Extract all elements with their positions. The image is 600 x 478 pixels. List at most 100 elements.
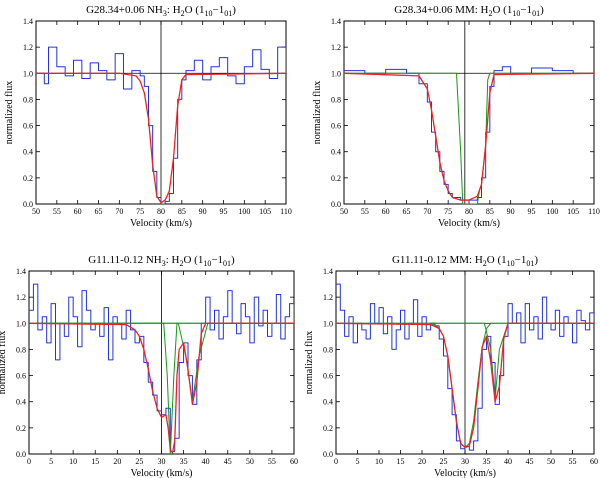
data-series: [36, 46, 286, 204]
x-tick-label: 60: [590, 457, 598, 466]
y-tick-label: 1.2: [16, 293, 26, 302]
plot-area: [29, 271, 294, 454]
x-tick-label: 60: [382, 207, 390, 216]
x-tick-label: 105: [259, 207, 271, 216]
x-tick-label: 25: [440, 457, 448, 466]
x-tick-label: 50: [340, 207, 348, 216]
y-tick-label: 0.6: [323, 372, 333, 381]
x-tick-label: 40: [202, 457, 210, 466]
panel-title: G28.34+0.06 MM: H2O (110−101): [394, 4, 544, 18]
y-tick-label: 0.8: [23, 95, 33, 104]
plot-area: [36, 21, 286, 204]
x-tick-label: 105: [567, 207, 579, 216]
plot-frame: [343, 20, 595, 205]
x-tick-label: 90: [199, 207, 207, 216]
y-tick-label: 0.2: [16, 424, 26, 433]
y-tick-label: 0.0: [331, 200, 341, 209]
y-tick-label: 1.0: [331, 69, 341, 78]
y-tick-label: 1.2: [323, 293, 333, 302]
y-tick-label: 1.0: [323, 319, 333, 328]
x-tick-label: 70: [423, 207, 431, 216]
x-tick-label: 45: [526, 457, 534, 466]
x-tick-label: 10: [375, 457, 383, 466]
x-tick-label: 30: [461, 457, 469, 466]
y-tick-label: 0.8: [331, 95, 341, 104]
x-tick-label: 85: [178, 207, 186, 216]
x-tick-label: 35: [483, 457, 491, 466]
x-tick-label: 95: [528, 207, 536, 216]
panel-title: G28.34+0.06 NH3: H2O (110−101): [86, 4, 236, 18]
y-tick-label: 0.6: [331, 122, 341, 131]
y-tick-label: 1.4: [23, 17, 33, 26]
x-tick-label: 95: [220, 207, 228, 216]
y-tick-label: 1.0: [16, 319, 26, 328]
y-axis-label: normalized flux: [0, 331, 8, 395]
x-tick-label: 55: [268, 457, 276, 466]
y-tick-label: 0.4: [331, 148, 341, 157]
x-tick-label: 100: [238, 207, 250, 216]
x-tick-label: 70: [115, 207, 123, 216]
x-tick-label: 50: [246, 457, 254, 466]
x-tick-label: 110: [280, 207, 292, 216]
x-tick-label: 60: [290, 457, 298, 466]
y-tick-label: 1.4: [331, 17, 341, 26]
x-tick-label: 20: [113, 457, 121, 466]
y-tick-label: 0.2: [331, 174, 341, 183]
x-tick-label: 100: [546, 207, 558, 216]
panel-title: G11.11-0.12 NH3: H2O (110−101): [88, 254, 235, 268]
data-series: [336, 283, 594, 451]
x-tick-label: 15: [397, 457, 405, 466]
x-tick-label: 80: [157, 207, 165, 216]
x-tick-label: 85: [486, 207, 494, 216]
x-tick-label: 40: [504, 457, 512, 466]
y-tick-label: 1.2: [331, 43, 341, 52]
x-tick-label: 60: [74, 207, 82, 216]
x-axis-label: Velocity (km/s): [438, 218, 500, 229]
x-tick-label: 5: [49, 457, 53, 466]
y-tick-label: 0.0: [323, 450, 333, 459]
spectrum-panel-1: 50 55 60 65 70 75 80 85 90 95 100 105 110 0.0 0.2 0.4 0.…: [4, 4, 292, 229]
y-tick-label: 0.4: [323, 398, 333, 407]
x-axis-label: Velocity (km/s): [434, 468, 496, 478]
x-tick-label: 35: [180, 457, 188, 466]
x-tick-label: 55: [569, 457, 577, 466]
x-tick-label: 55: [361, 207, 369, 216]
y-tick-label: 1.4: [16, 267, 26, 276]
spectrum-panel-3: 0 5 10 15 20 25 30 35 40 45 50 55 60 0.0 0.2 0.4 0.6 0.8 1…: [0, 254, 298, 478]
x-tick-label: 30: [158, 457, 166, 466]
x-tick-label: 50: [547, 457, 555, 466]
data-series: [344, 66, 594, 201]
x-tick-label: 90: [507, 207, 515, 216]
fit-series: [336, 322, 594, 449]
data-series: [29, 283, 294, 452]
y-tick-label: 0.0: [23, 200, 33, 209]
x-axis-label: Velocity (km/s): [131, 468, 193, 478]
y-tick-label: 0.2: [23, 174, 33, 183]
x-tick-label: 15: [91, 457, 99, 466]
y-tick-label: 0.4: [23, 148, 33, 157]
fit-series: [36, 72, 286, 204]
x-tick-label: 5: [356, 457, 360, 466]
y-tick-label: 1.4: [323, 267, 333, 276]
y-tick-label: 1.2: [23, 43, 33, 52]
y-tick-label: 0.2: [323, 424, 333, 433]
x-tick-label: 0: [334, 457, 338, 466]
x-tick-label: 45: [224, 457, 232, 466]
x-tick-label: 75: [136, 207, 144, 216]
spectrum-panel-4: 0 5 10 15 20 25 30 35 40 45 50 55 60 0.0 0.2 0.4 0.6 0.8 1…: [304, 254, 598, 478]
x-tick-label: 110: [588, 207, 600, 216]
x-tick-label: 65: [95, 207, 103, 216]
x-tick-label: 10: [69, 457, 77, 466]
x-tick-label: 25: [135, 457, 143, 466]
x-tick-label: 80: [465, 207, 473, 216]
spectrum-panel-2: 50 55 60 65 70 75 80 85 90 95 100 105 110 0.0 0.2 0.4 0.…: [312, 4, 600, 229]
fit-series: [29, 322, 294, 454]
plot-area: [344, 21, 594, 204]
y-tick-label: 0.6: [23, 122, 33, 131]
y-tick-label: 1.0: [23, 69, 33, 78]
y-tick-label: 0.8: [16, 345, 26, 354]
y-axis-label: normalized flux: [304, 331, 315, 395]
x-axis-label: Velocity (km/s): [130, 218, 192, 229]
x-tick-label: 0: [27, 457, 31, 466]
